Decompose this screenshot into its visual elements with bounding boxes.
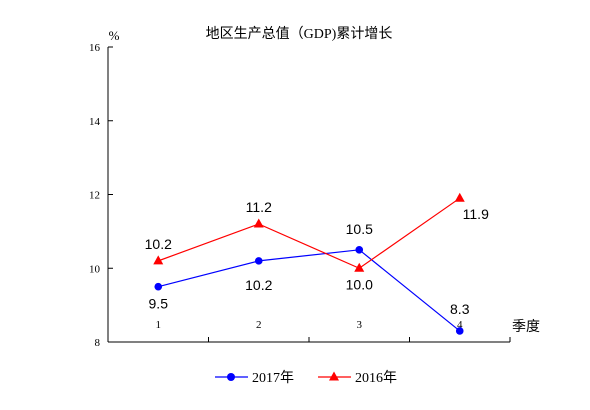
data-point [455, 327, 464, 335]
data-label: 10.0 [346, 276, 373, 292]
x-axis-label: 季度 [512, 319, 540, 335]
data-point [254, 257, 263, 265]
data-point [153, 255, 164, 265]
x-tick-label: 3 [357, 319, 363, 331]
data-label: 9.5 [149, 296, 169, 312]
y-tick-label: 8 [95, 337, 101, 349]
data-point [253, 218, 264, 228]
y-tick-label: 16 [89, 42, 101, 54]
data-point [454, 192, 465, 202]
data-point [355, 246, 364, 254]
series-line [158, 249, 461, 332]
legend-label-2017: 2017年 [252, 370, 294, 386]
legend: 2017年 2016年 [215, 370, 397, 386]
legend-marker-2017 [227, 373, 235, 381]
y-tick-label: 14 [89, 116, 101, 128]
x-tick-label: 1 [156, 319, 162, 331]
data-label: 10.2 [145, 236, 172, 252]
legend-item-2017: 2017年 [215, 370, 294, 386]
data-point [154, 282, 163, 291]
series-2017年: 9.5 10.2 10.5 8.3 [149, 221, 470, 335]
y-axis-label: % [109, 28, 120, 43]
data-label: 11.2 [246, 199, 272, 215]
data-label: 8.3 [450, 301, 470, 317]
legend-label-2016: 2016年 [355, 370, 397, 386]
chart-title: 地区生产总值（GDP)累计增长 [206, 26, 393, 42]
x-tick-label: 2 [256, 319, 262, 331]
x-tick-label: 4 [457, 319, 463, 331]
y-tick-label: 12 [89, 190, 100, 202]
legend-marker-2016 [329, 371, 339, 381]
series-line [158, 197, 461, 269]
data-point [354, 262, 365, 272]
data-label: 10.2 [245, 277, 272, 293]
y-tick-label: 10 [89, 263, 101, 275]
legend-item-2016: 2016年 [318, 370, 397, 386]
series-2016年: 10.2 11.2 10.0 11.9 [145, 192, 489, 292]
data-label: 11.9 [463, 206, 489, 222]
data-label: 10.5 [346, 221, 373, 237]
